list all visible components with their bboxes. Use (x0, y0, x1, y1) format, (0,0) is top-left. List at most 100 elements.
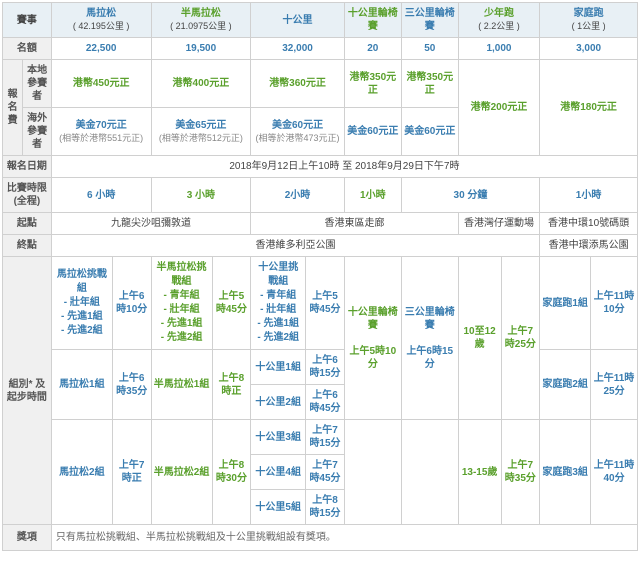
hdr-10k: 十公里 (251, 3, 345, 38)
g-10k-1-t: 上午6時15分 (306, 350, 345, 385)
quota-half: 19,500 (151, 38, 251, 60)
quota-youth: 1,000 (458, 38, 539, 60)
g-r2-half: 半馬拉松1組 (151, 350, 212, 420)
g-r2-marathon-t: 上午6時35分 (112, 350, 151, 420)
tl-3kwc-youth: 30 分鐘 (401, 178, 539, 213)
g-family-3-t: 上午11時40分 (591, 420, 638, 525)
groups-label: 組別* 及起步時間 (3, 257, 52, 525)
tl-marathon: 6 小時 (51, 178, 151, 213)
tl-10k: 2小時 (251, 178, 345, 213)
g-family-3: 家庭跑3組 (540, 420, 591, 525)
fee-local-marathon: 港幣450元正 (51, 60, 151, 108)
g-r1-marathon-t: 上午6時10分 (112, 257, 151, 350)
fee-local-10kwc: 港幣350元正 (344, 60, 401, 108)
event-table: 賽事 馬拉松( 42.195公里 ) 半馬拉松( 21.0975公里 ) 十公里… (2, 2, 638, 551)
hdr-half: 半馬拉松( 21.0975公里 ) (151, 3, 251, 38)
start-label: 起點 (3, 213, 52, 235)
g-family-1-t: 上午11時10分 (591, 257, 638, 350)
g-r1-marathon: 馬拉松挑戰組 - 壯年組 - 先進1組 - 先進2組 (51, 257, 112, 350)
g-family-2: 家庭跑2組 (540, 350, 591, 420)
g-10k-2: 十公里2組 (251, 385, 306, 420)
g-10k-3-t: 上午7時15分 (306, 420, 345, 455)
g-r3-marathon: 馬拉松2組 (51, 420, 112, 525)
g-youth-1: 10至12歲 (458, 257, 501, 420)
fee-ov-marathon: 美金70元正(相等於港幣551元正) (51, 108, 151, 156)
finish-label: 終點 (3, 235, 52, 257)
start-2: 香港東區走廊 (251, 213, 459, 235)
regdate-row: 報名日期 2018年9月12日上午10時 至 2018年9月29日下午7時 (3, 156, 638, 178)
g-r3-half: 半馬拉松2組 (151, 420, 212, 525)
g-youth-2-t: 上午7時35分 (501, 420, 540, 525)
g-r1-half-t: 上午5時45分 (212, 257, 251, 350)
hdr-event: 賽事 (3, 3, 52, 38)
fee-local-row: 報名費 本地參賽者 港幣450元正 港幣400元正 港幣360元正 港幣350元… (3, 60, 638, 108)
start-1: 九龍尖沙咀彌敦道 (51, 213, 250, 235)
quota-row: 名額 22,500 19,500 32,000 20 50 1,000 3,00… (3, 38, 638, 60)
start-row: 起點 九龍尖沙咀彌敦道 香港東區走廊 香港灣仔運動場 香港中環10號碼頭 (3, 213, 638, 235)
finish-row: 終點 香港維多利亞公園 香港中環添馬公園 (3, 235, 638, 257)
g-10k-5: 十公里5組 (251, 490, 306, 525)
g-family-2-t: 上午11時25分 (591, 350, 638, 420)
fee-ov-10kwc: 美金60元正 (344, 108, 401, 156)
header-row: 賽事 馬拉松( 42.195公里 ) 半馬拉松( 21.0975公里 ) 十公里… (3, 3, 638, 38)
quota-family: 3,000 (540, 38, 638, 60)
fee-local-10k: 港幣360元正 (251, 60, 345, 108)
quota-10kwc: 20 (344, 38, 401, 60)
fee-local-half: 港幣400元正 (151, 60, 251, 108)
hdr-3k-wc: 三公里輪椅賽 (401, 3, 458, 38)
fee-overseas-label: 海外參賽者 (23, 108, 51, 156)
g-r3-half-t: 上午8時30分 (212, 420, 251, 525)
regdate-value: 2018年9月12日上午10時 至 2018年9月29日下午7時 (51, 156, 637, 178)
g-10k-4: 十公里4組 (251, 455, 306, 490)
g-10k-1: 十公里1組 (251, 350, 306, 385)
hdr-youth: 少年跑( 2.2公里 ) (458, 3, 539, 38)
g-10k-2-t: 上午6時45分 (306, 385, 345, 420)
g-r2-half-t: 上午8時正 (212, 350, 251, 420)
fee-label: 報名費 (3, 60, 23, 156)
start-4: 香港中環10號碼頭 (540, 213, 638, 235)
tl-half: 3 小時 (151, 178, 251, 213)
g-family-1: 家庭跑1組 (540, 257, 591, 350)
g-3kwc: 三公里輪椅賽上午6時15分 (401, 257, 458, 420)
timelimit-row: 比賽時限 (全程) 6 小時 3 小時 2小時 1小時 30 分鐘 1小時 (3, 178, 638, 213)
groups-r3a: 馬拉松2組 上午7時正 半馬拉松2組 上午8時30分 十公里3組 上午7時15分… (3, 420, 638, 455)
hdr-10k-wc: 十公里輪椅賽 (344, 3, 401, 38)
g-youth-1-t: 上午7時25分 (501, 257, 540, 420)
g-r2-marathon: 馬拉松1組 (51, 350, 112, 420)
fee-ov-3kwc: 美金60元正 (401, 108, 458, 156)
quota-marathon: 22,500 (51, 38, 151, 60)
groups-r1: 組別* 及起步時間 馬拉松挑戰組 - 壯年組 - 先進1組 - 先進2組 上午6… (3, 257, 638, 350)
fee-ov-10k: 美金60元正(相等於港幣473元正) (251, 108, 345, 156)
g-youth-2: 13-15歲 (458, 420, 501, 525)
fee-youth: 港幣200元正 (458, 60, 539, 156)
g-10k-4-t: 上午7時45分 (306, 455, 345, 490)
regdate-label: 報名日期 (3, 156, 52, 178)
hdr-marathon: 馬拉松( 42.195公里 ) (51, 3, 151, 38)
award-label: 獎項 (3, 525, 52, 551)
tl-family: 1小時 (540, 178, 638, 213)
g-wc-empty2 (401, 420, 458, 525)
g-r1-10k: 十公里挑戰組 - 青年組 - 壯年組 - 先進1組 - 先進2組 (251, 257, 306, 350)
hdr-family: 家庭跑( 1公里 ) (540, 3, 638, 38)
g-r3-marathon-t: 上午7時正 (112, 420, 151, 525)
timelimit-label: 比賽時限 (全程) (3, 178, 52, 213)
finish-2: 香港中環添馬公園 (540, 235, 638, 257)
fee-local-3kwc: 港幣350元正 (401, 60, 458, 108)
quota-label: 名額 (3, 38, 52, 60)
fee-ov-half: 美金65元正(相等於港幣512元正) (151, 108, 251, 156)
quota-3kwc: 50 (401, 38, 458, 60)
tl-10kwc: 1小時 (344, 178, 401, 213)
quota-10k: 32,000 (251, 38, 345, 60)
g-10k-5-t: 上午8時15分 (306, 490, 345, 525)
g-r1-10k-t: 上午5時45分 (306, 257, 345, 350)
fee-family: 港幣180元正 (540, 60, 638, 156)
fee-local-label: 本地參賽者 (23, 60, 51, 108)
finish-1: 香港維多利亞公園 (51, 235, 539, 257)
g-10k-3: 十公里3組 (251, 420, 306, 455)
groups-r2a: 馬拉松1組 上午6時35分 半馬拉松1組 上午8時正 十公里1組 上午6時15分… (3, 350, 638, 385)
g-10kwc: 十公里輪椅賽上午5時10分 (344, 257, 401, 420)
award-row: 獎項 只有馬拉松挑戰組、半馬拉松挑戰組及十公里挑戰組設有獎項。 (3, 525, 638, 551)
award-note: 只有馬拉松挑戰組、半馬拉松挑戰組及十公里挑戰組設有獎項。 (51, 525, 637, 551)
start-3: 香港灣仔運動場 (458, 213, 539, 235)
g-wc-empty1 (344, 420, 401, 525)
